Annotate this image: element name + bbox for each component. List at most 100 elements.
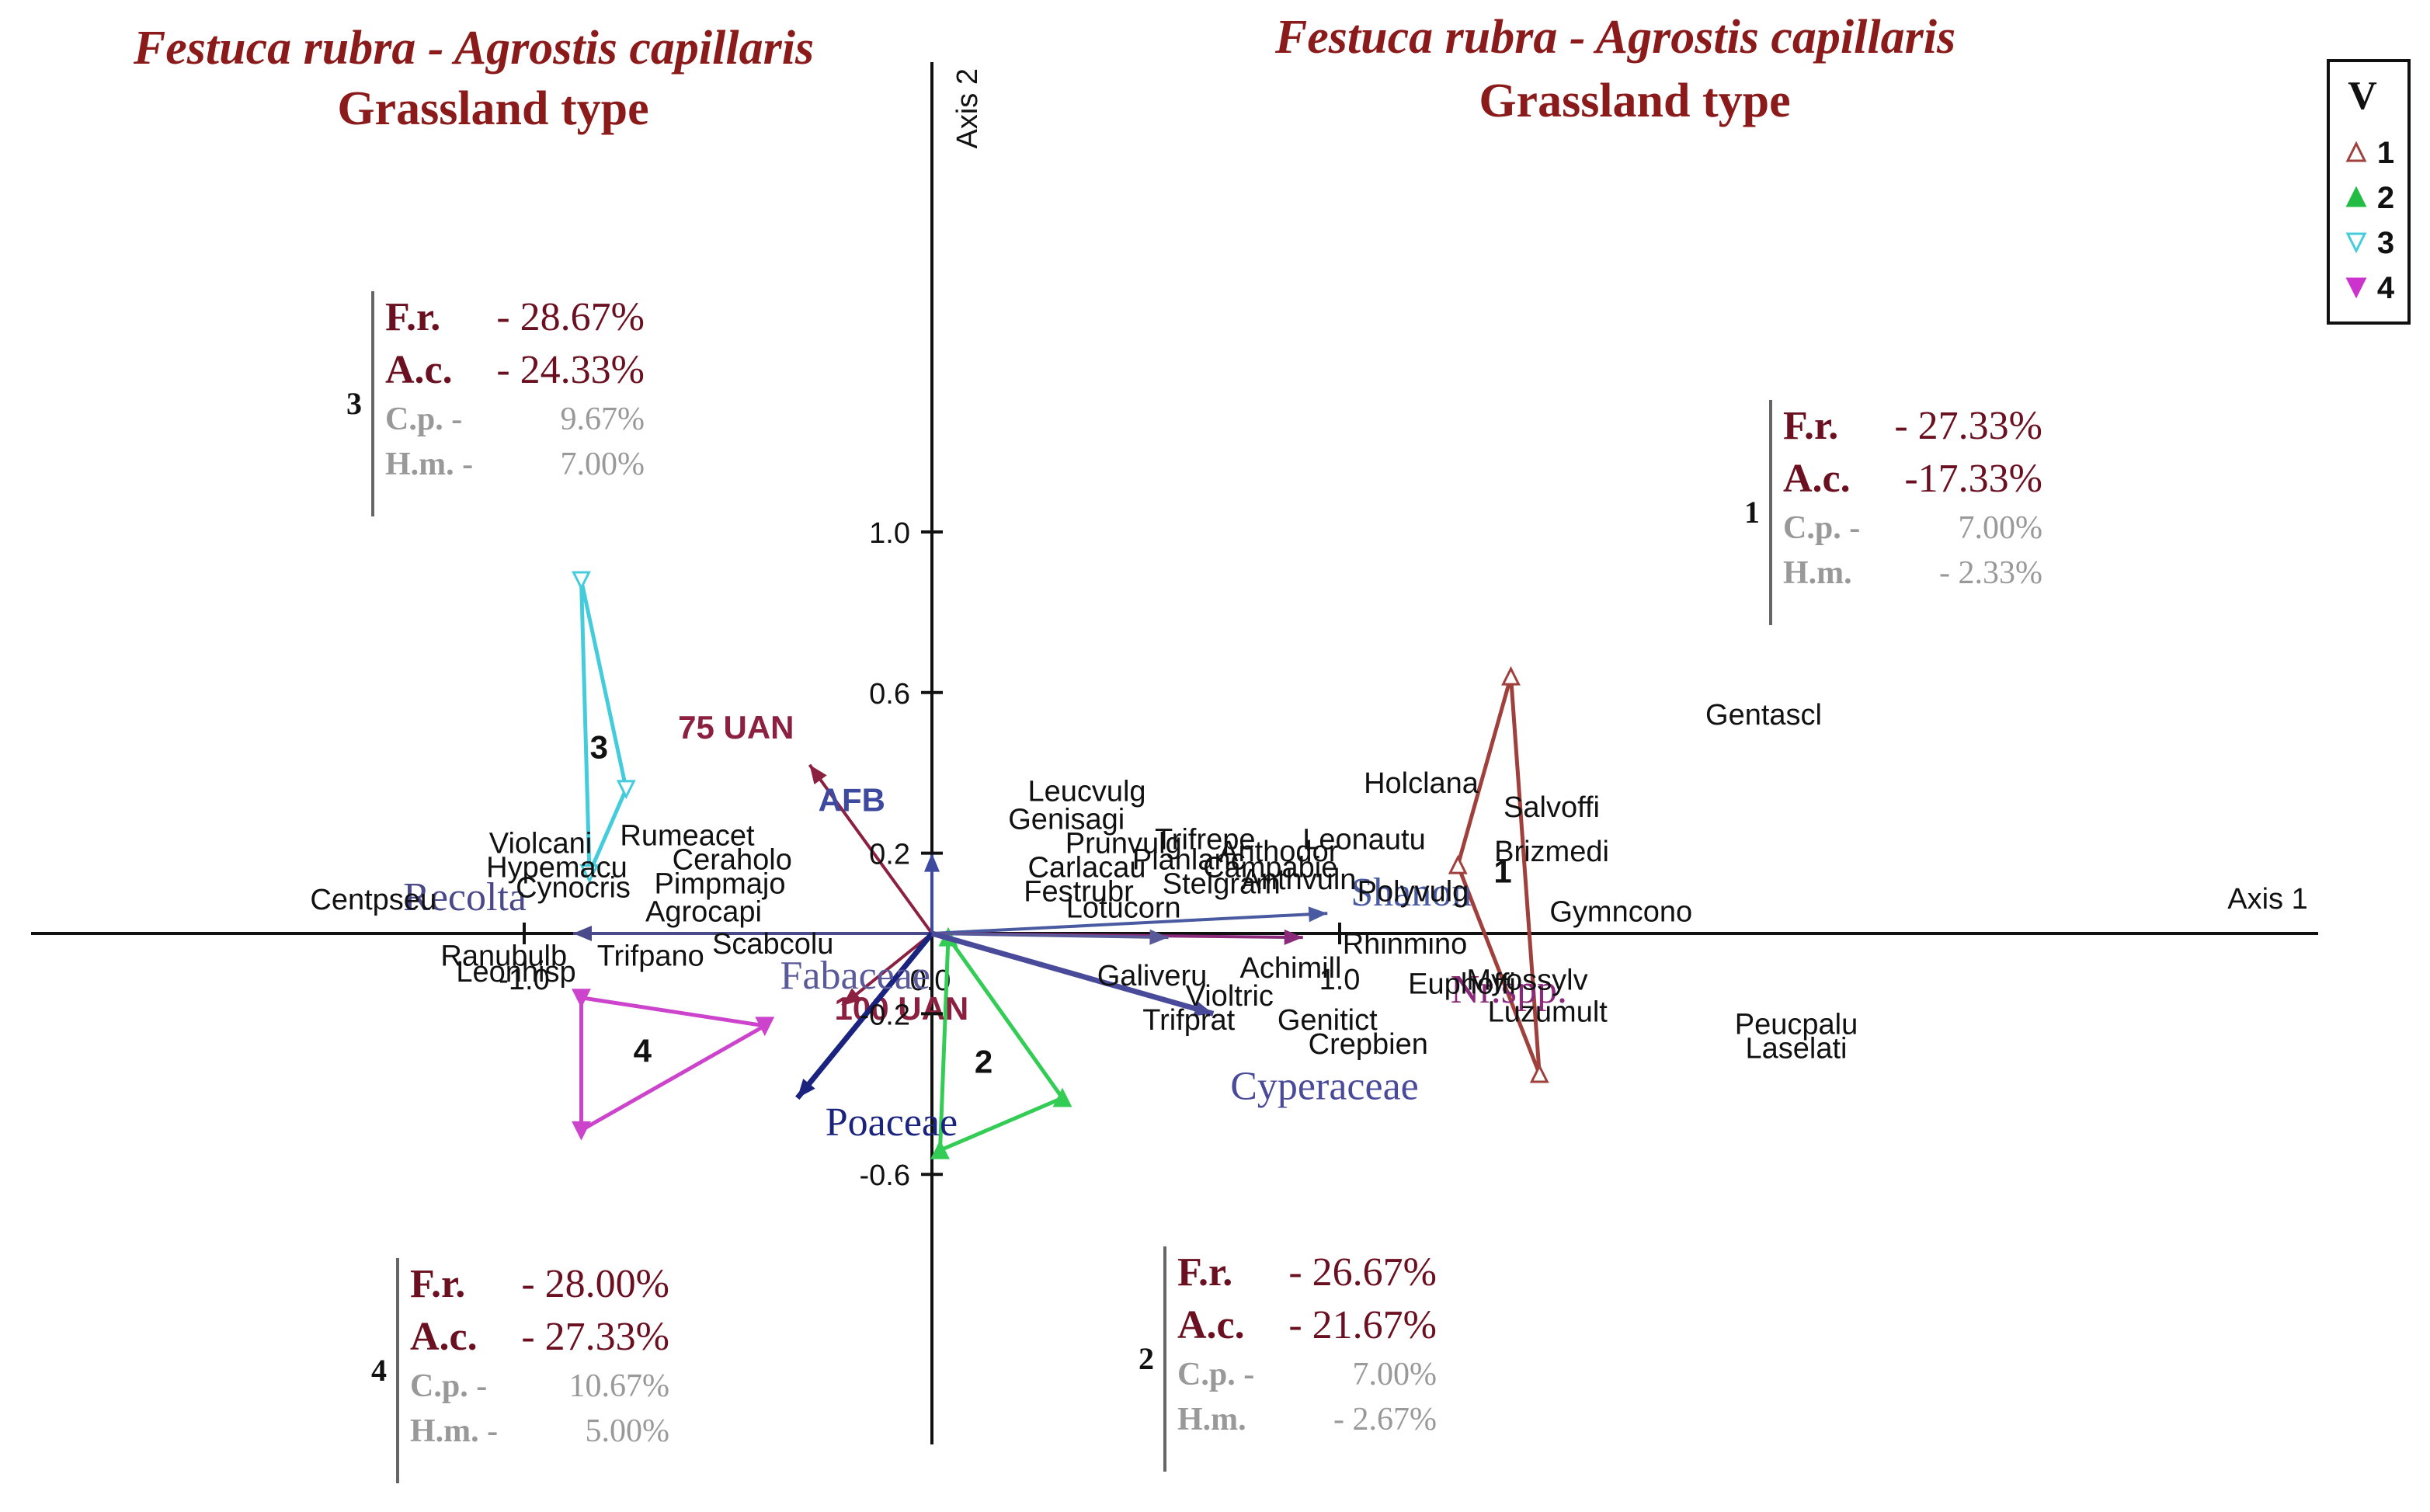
- right-title: Festuca rubra - Agrostis capillaris Gras…: [1274, 11, 1955, 127]
- species-trifrepe-label: Trifrepe: [1155, 823, 1256, 856]
- composition-hm-value: 7.00%: [561, 447, 645, 482]
- vector-poaceae-label: Poaceae: [826, 1100, 958, 1145]
- composition-ac-value: -17.33%: [1904, 457, 2042, 501]
- species-rumeacet-label: Rumeacet: [620, 819, 755, 852]
- group-4-point: [572, 1121, 591, 1141]
- vector-cyperaceae-label: Cyperaceae: [1230, 1064, 1418, 1108]
- composition-cp-label: C.p. -: [385, 401, 462, 437]
- group-3-point: [579, 864, 600, 884]
- vector-100-uan-arrowhead: [842, 988, 862, 1006]
- groups-layer: 1 2 3 4: [572, 571, 1549, 1159]
- vector-fabaceae-label: Fabaceae: [780, 954, 930, 998]
- vector-recolta-label: Recolta: [403, 875, 527, 919]
- y-tick-label: -0.2: [860, 999, 910, 1031]
- composition-ac-value: - 21.67%: [1288, 1303, 1437, 1347]
- group-3-point: [572, 571, 591, 591]
- axes: Axis 1 Axis 2 0.0: [31, 62, 2318, 1444]
- legend-label-1: 1: [2377, 136, 2394, 170]
- composition-cp-value: 7.00%: [1959, 510, 2043, 546]
- composition-ac-label: A.c.: [1783, 457, 1851, 501]
- vector-nr-spp-label: Nr.spp.: [1451, 968, 1567, 1012]
- legend-marker-4: [2345, 277, 2367, 299]
- group-3-hull: [579, 579, 628, 874]
- y-tick-label: 0.6: [869, 678, 910, 711]
- x-tick-label: 1.0: [1319, 964, 1361, 996]
- composition-hm-value: - 2.33%: [1939, 555, 2042, 591]
- species-myossylv-label: Myossylv: [1466, 964, 1587, 996]
- composition-hm-label: H.m.: [1783, 555, 1852, 591]
- composition-ac-value: - 27.33%: [521, 1315, 669, 1359]
- vectors-layer: Recolta 75 UAN AFB 100 UAN Poaceae Shanon Nr.s…: [403, 709, 1567, 1145]
- group-2-hull: [937, 931, 1066, 1154]
- species-ranubulb-label: Ranubulb: [440, 940, 567, 972]
- legend-label-2: 2: [2377, 181, 2394, 215]
- group-1-point: [1501, 666, 1521, 686]
- group-4-composition: 4 F.r. - 28.00% A.c. - 27.33% C.p. - 10.67% H.m…: [371, 1258, 669, 1483]
- species-salvoffi-label: Salvoffi: [1504, 791, 1600, 824]
- species-polyvulg-label: Polyvulg: [1358, 876, 1469, 909]
- species-rhinmino-label: Rhinmino: [1343, 928, 1468, 961]
- group-1-label: 1: [1493, 853, 1511, 890]
- species-pimpmajo-label: Pimpmajo: [655, 867, 786, 900]
- species-crepbien-label: Crepbien: [1309, 1028, 1428, 1061]
- composition-group-number: 4: [371, 1353, 387, 1388]
- group-4-label: 4: [634, 1033, 652, 1069]
- composition-fr-value: - 28.67%: [496, 295, 645, 339]
- species-planlanc-label: Planlanc: [1132, 843, 1246, 876]
- origin-label: 0.0: [910, 965, 951, 997]
- species-prunvulg-label: Prunvulg: [1066, 828, 1182, 860]
- composition-fr-value: - 28.00%: [521, 1262, 669, 1306]
- group-3-label: 3: [590, 728, 608, 765]
- species-agrocapi-label: Agrocapi: [645, 895, 762, 928]
- composition-group-number: 2: [1139, 1341, 1154, 1376]
- composition-fr-label: F.r.: [410, 1262, 465, 1306]
- species-hypemacu-label: Hypemacu: [486, 852, 627, 885]
- composition-fr-label: F.r.: [385, 295, 440, 339]
- group-2-label: 2: [975, 1043, 993, 1079]
- species-trifpano-label: Trifpano: [597, 940, 704, 972]
- species-laselati-label: Laselati: [1746, 1032, 1848, 1065]
- species-campabie-label: Campabie: [1203, 852, 1337, 885]
- y-tick-label: 0.2: [869, 839, 910, 871]
- group-1-hull: [1455, 676, 1542, 1075]
- composition-fr-value: - 26.67%: [1288, 1250, 1437, 1295]
- species-euphoffi-label: Euphoffi: [1408, 968, 1516, 1001]
- legend-box: [2327, 59, 2411, 325]
- x-axis-label: Axis 1: [2227, 883, 2307, 916]
- vector-100-uan-label: 100 UAN: [835, 990, 969, 1027]
- group-4-point: [572, 989, 591, 1009]
- composition-cp-label: C.p. -: [1177, 1357, 1254, 1392]
- vector-recolta-arrowhead: [573, 926, 592, 941]
- vector-shanon-line: [931, 912, 1328, 935]
- vector-75-uan-line: [808, 763, 933, 935]
- composition-group-number: 1: [1744, 495, 1760, 530]
- composition-group-number: 3: [346, 386, 362, 421]
- legend-label-4: 4: [2377, 271, 2395, 305]
- x-tick-label: -1.0: [499, 964, 549, 996]
- ticks-layer: -1.0 1.0 1.0 0.6 0.2 -0.2 -0.6: [499, 517, 1360, 1192]
- vector-nr-spp-arrowhead: [1284, 929, 1303, 945]
- composition-cp-label: C.p. -: [1783, 510, 1860, 546]
- vector-100-uan-line: [841, 932, 933, 1007]
- group-1-point: [1529, 1063, 1549, 1083]
- group-1-composition: 1 F.r. - 27.33% A.c. -17.33% C.p. - 7.00% H.m. -…: [1744, 400, 2042, 625]
- legend-marker-1: [2345, 141, 2367, 162]
- right-title-line2: Grassland type: [1479, 75, 1790, 127]
- species-genitict-label: Genitict: [1278, 1004, 1378, 1037]
- species-festrubr-label: Festrubr: [1024, 876, 1134, 909]
- species-gymncono-label: Gymncono: [1549, 895, 1692, 928]
- species-violcani-label: Violcani: [489, 828, 592, 860]
- species-achimill-label: Achimill: [1240, 952, 1342, 985]
- group-2-point: [930, 1139, 950, 1159]
- species-leonhisp-label: Leonhisp: [456, 956, 575, 989]
- species-leucvulg-label: Leucvulg: [1027, 775, 1145, 808]
- vector-75-uan-label: 75 UAN: [678, 709, 794, 746]
- composition-ac-label: A.c.: [1177, 1303, 1245, 1347]
- composition-hm-label: H.m. -: [410, 1413, 498, 1449]
- y-tick-label: 1.0: [869, 517, 910, 550]
- right-title-line1: Festuca rubra - Agrostis capillaris: [1274, 11, 1955, 64]
- species-genisagi-label: Genisagi: [1008, 804, 1125, 836]
- composition-fr-label: F.r.: [1177, 1250, 1232, 1295]
- vector-poaceae-arrowhead: [797, 1079, 815, 1098]
